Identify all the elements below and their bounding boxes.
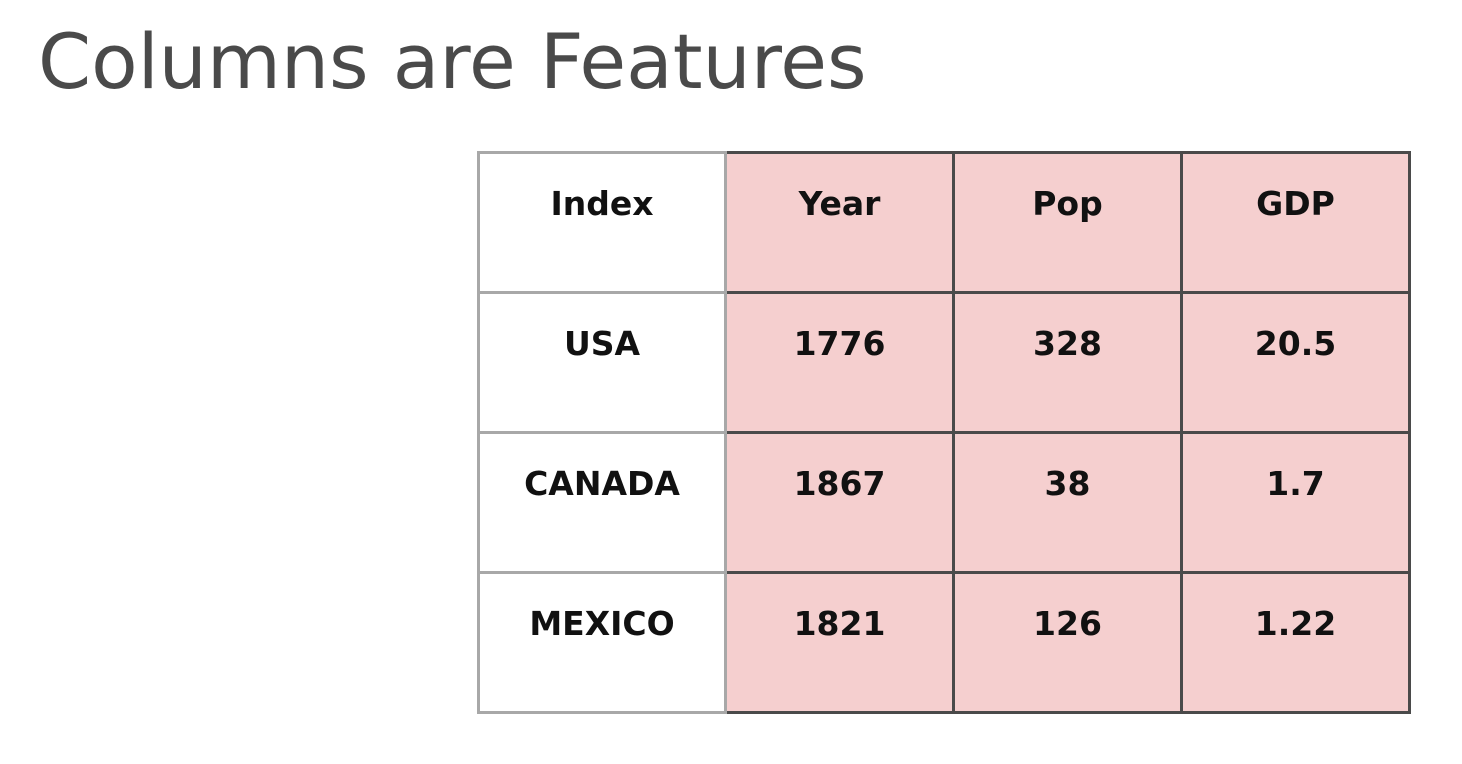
header-cell-year: Year <box>724 151 955 294</box>
gdp-cell: 1.7 <box>1180 431 1411 574</box>
pop-cell: 126 <box>952 571 1183 714</box>
table-row: MEXICO 1821 126 1.22 <box>477 571 1411 714</box>
header-cell-pop: Pop <box>952 151 1183 294</box>
table-header-row: Index Year Pop GDP <box>477 151 1411 294</box>
year-cell: 1867 <box>724 431 955 574</box>
pop-cell: 38 <box>952 431 1183 574</box>
header-cell-index: Index <box>477 151 727 294</box>
table-row: CANADA 1867 38 1.7 <box>477 431 1411 574</box>
table-row: USA 1776 328 20.5 <box>477 291 1411 434</box>
index-cell: USA <box>477 291 727 434</box>
gdp-cell: 1.22 <box>1180 571 1411 714</box>
header-cell-gdp: GDP <box>1180 151 1411 294</box>
slide-title: Columns are Features <box>38 17 867 106</box>
year-cell: 1821 <box>724 571 955 714</box>
index-cell: CANADA <box>477 431 727 574</box>
gdp-cell: 20.5 <box>1180 291 1411 434</box>
index-cell: MEXICO <box>477 571 727 714</box>
dataframe-table: Index Year Pop GDP USA 1776 328 20.5 CAN… <box>477 151 1411 714</box>
year-cell: 1776 <box>724 291 955 434</box>
pop-cell: 328 <box>952 291 1183 434</box>
